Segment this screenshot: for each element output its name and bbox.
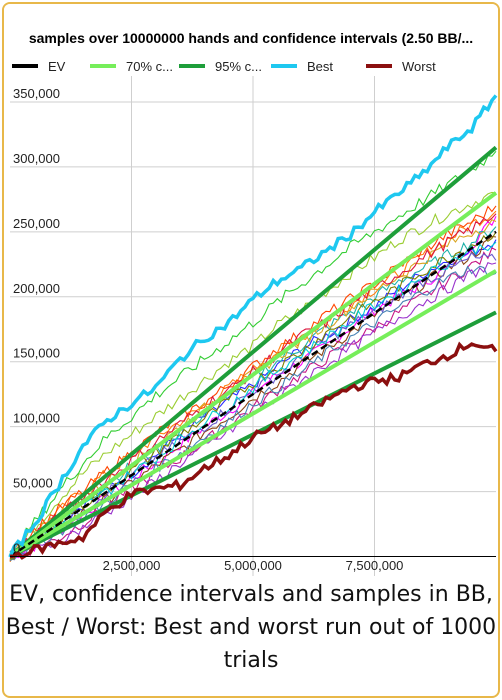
ci95-upper-line: [8, 145, 498, 559]
y-tick-label: 300,000: [13, 151, 60, 166]
figure-caption: EV, confidence intervals and samples in …: [5, 582, 497, 673]
ci70-lower-line: [8, 269, 498, 559]
x-tick-label: 2,500,000: [103, 558, 161, 573]
x-tick-label: 7,500,000: [346, 558, 404, 573]
legend-label-3: 95% c...: [215, 59, 262, 74]
ev-line: [9, 230, 497, 558]
y-tick-label: 200,000: [13, 281, 60, 296]
x-tick-label: 5,000,000: [224, 558, 282, 573]
sample-series-4: [9, 191, 497, 562]
legend-label-5: Worst: [402, 59, 436, 74]
chart-title: samples over 10000000 hands and confiden…: [29, 30, 473, 46]
y-tick-label: 350,000: [13, 86, 60, 101]
y-tick-label: 0: [13, 541, 20, 556]
best-run-line: [8, 94, 498, 558]
chart: samples over 10000000 hands and confiden…: [4, 4, 498, 578]
y-tick-label: 50,000: [13, 476, 53, 491]
sample-series-11: [9, 150, 497, 553]
sample-series-14: [9, 231, 497, 560]
legend-label-1: EV: [48, 59, 66, 74]
y-tick-label: 250,000: [13, 216, 60, 231]
plot-area: 0 50,000 100,000 150,000 200,000 250,000 300,0…: [8, 76, 498, 576]
worst-run-line: [9, 341, 498, 560]
chart-legend: EV 70% c... 95% c... Best Worst: [12, 59, 436, 74]
legend-label-2: 70% c...: [126, 59, 173, 74]
ci70-upper-line: [8, 191, 498, 559]
y-tick-label: 100,000: [13, 411, 60, 426]
sample-series-7: [9, 247, 497, 560]
y-tick-label: 150,000: [13, 346, 60, 361]
legend-label-4: Best: [307, 59, 333, 74]
